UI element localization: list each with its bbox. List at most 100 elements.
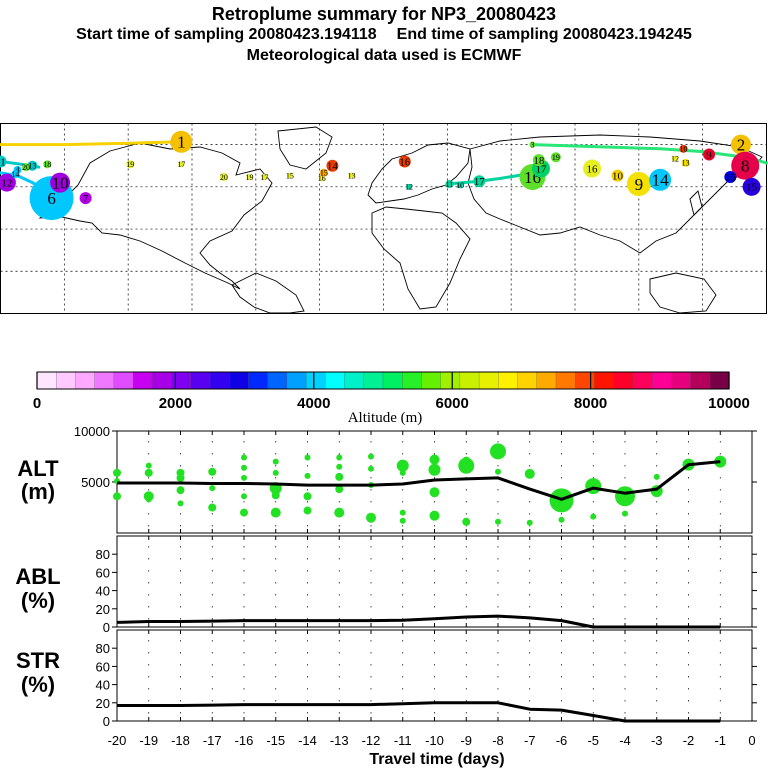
cluster-dot [241, 454, 247, 461]
plume-day-label: 17 [260, 173, 268, 182]
x-tick-label: -1 [714, 733, 726, 748]
colorbar-label: Altitude (m) [348, 410, 423, 426]
cluster-dot [490, 443, 506, 460]
y-tick-label: 10000 [74, 426, 110, 439]
plume-markers: 1234567891011121314151617181920201917161… [0, 130, 761, 221]
plume-day-label: 14 [11, 170, 19, 179]
colorbar-cell [671, 371, 692, 390]
series-line [117, 460, 721, 501]
plume-marker [681, 158, 690, 167]
colorbar-cell [344, 371, 365, 390]
cluster-dot [208, 503, 217, 512]
plume-marker [672, 155, 679, 162]
plume-day-label: 10 [52, 174, 69, 193]
colorbar-cell [56, 371, 77, 390]
plume-marker [27, 160, 38, 171]
cluster-dot [615, 486, 635, 507]
plume-day-label: 12 [1, 177, 12, 189]
x-tick-label: -18 [171, 733, 190, 748]
cluster-dot [304, 472, 311, 479]
plume-day-label: 17 [535, 163, 547, 175]
plume-day-label: 10 [612, 170, 624, 182]
plume-day-label: 19 [126, 160, 134, 169]
plume-marker [178, 161, 185, 168]
cluster-dot [458, 457, 475, 474]
cluster-dot [336, 454, 343, 461]
y-tick-label: 0 [103, 714, 110, 729]
plume-marker [583, 159, 602, 178]
colorbar-cell [36, 371, 57, 390]
north-america-coast [38, 142, 273, 290]
world-map: 1234567891011121314151617181920201917161… [0, 123, 768, 314]
colorbar-cell [171, 371, 192, 390]
str-panel: 0 20 40 60 80 [96, 629, 757, 729]
plume-day-label: 12 [671, 154, 679, 163]
plume-marker [246, 173, 253, 180]
colorbar-cell [305, 371, 326, 390]
colorbar-tick-label: 8000 [574, 395, 607, 412]
colorbar-cell [190, 371, 211, 390]
plume-marker [649, 168, 672, 191]
plume-marker [326, 159, 339, 172]
cluster-dot [209, 485, 216, 492]
cluster-dot [558, 516, 565, 523]
cluster-dot [177, 500, 184, 507]
plume-day-label: 8 [741, 157, 750, 176]
plume-marker [11, 170, 20, 179]
cluster-dot [429, 454, 440, 465]
x-tick-label: -6 [556, 733, 568, 748]
map-gridlines [0, 123, 767, 314]
y-tick-label: 40 [96, 584, 110, 599]
cluster-dot [113, 492, 121, 501]
plume-marker [126, 160, 135, 169]
met-data-label: Meteorological data used is ECMWF [246, 47, 522, 64]
cluster-dot [396, 459, 409, 472]
plume-marker [445, 180, 454, 189]
y-tick-label: 0 [103, 620, 110, 635]
y-tick-label: 5000 [81, 475, 110, 490]
cluster-dot [622, 510, 628, 517]
x-tick-label: -15 [266, 733, 285, 748]
colorbar-cell [517, 371, 538, 390]
x-tick-label: -3 [651, 733, 663, 748]
plume-marker [43, 160, 52, 169]
cluster-dot [526, 519, 533, 526]
cluster-dot [335, 472, 344, 481]
colorbar-tick-label: 0 [33, 395, 41, 412]
cluster-dot [368, 465, 374, 472]
cluster-dot [335, 485, 344, 494]
plume-day-label: 14 [652, 171, 670, 190]
plume-marker [679, 144, 688, 153]
colorbar-cell [555, 371, 576, 390]
plume-marker [170, 130, 193, 153]
cluster-dot [590, 513, 597, 520]
colorbar-cell [478, 371, 499, 390]
plume-day-label: 12 [405, 183, 413, 192]
plume-marker [0, 155, 7, 168]
cluster-dot [304, 454, 311, 461]
cluster-dot [113, 468, 121, 477]
plume-marker [406, 183, 413, 190]
colorbar-cells [36, 371, 730, 390]
colorbar-cell [286, 371, 307, 390]
coastlines [38, 126, 763, 314]
colorbar-cell [632, 371, 653, 390]
plume-marker [398, 155, 411, 168]
alt-unit: (m) [21, 479, 55, 504]
plume-marker [473, 175, 486, 188]
start-time-label: Start time of sampling 20080423.194118 [76, 26, 377, 43]
colorbar-cell [209, 371, 230, 390]
plume-day-label: 3 [530, 140, 534, 149]
x-tick-label: -7 [524, 733, 536, 748]
x-tick-label: 0 [748, 733, 755, 748]
plume-day-label: 16 [725, 172, 737, 184]
plume-day-label: 16 [399, 156, 411, 168]
cluster-dot [208, 467, 217, 476]
plume-day-label: 18 [533, 155, 545, 167]
plume-day-label: 18 [43, 160, 51, 169]
australia-coast [649, 272, 717, 314]
cluster-dot [653, 473, 660, 480]
cluster-dot [303, 492, 312, 501]
plume-day-label: 19 [552, 153, 560, 162]
plume-day-label: 19 [245, 173, 253, 182]
